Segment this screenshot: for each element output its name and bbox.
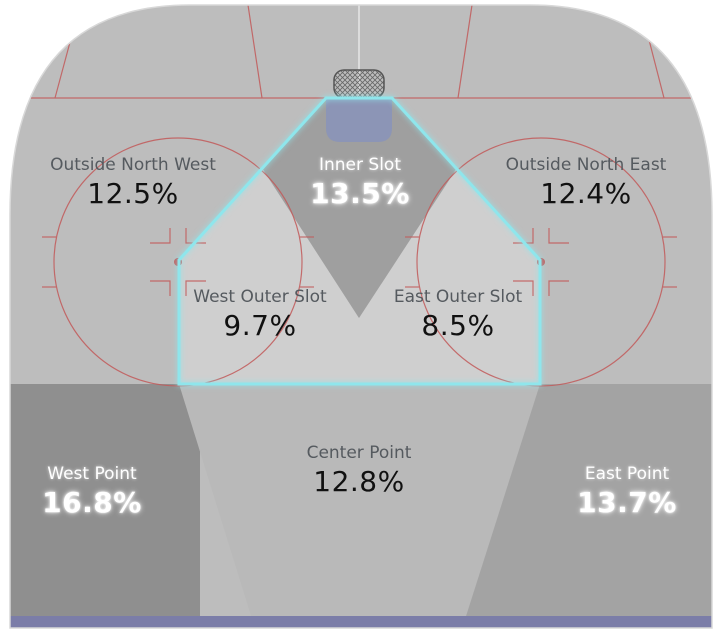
goal-net [333,69,385,99]
zone-value: 12.8% [313,465,405,498]
rink-border [9,4,713,629]
west-point-zone [10,384,200,628]
inner-slot-zone [262,98,457,318]
zone-value: 8.5% [421,309,495,342]
zone-east-point: East Point 13.7% [577,466,677,517]
east-outer-slot-zone [359,168,540,384]
zone-east-outer-slot: East Outer Slot 8.5% [394,289,522,340]
zone-inner-slot: Inner Slot 13.5% [310,157,410,208]
zone-outside-north-east: Outside North East 12.4% [506,157,667,208]
center-point-zone [179,384,540,628]
slot-outline [177,96,542,386]
zone-name: West Point [47,464,137,484]
zone-name: East Outer Slot [393,287,523,307]
east-point-zone [460,384,712,628]
zone-name: Center Point [306,443,412,463]
zone-name: Inner Slot [318,155,401,175]
zone-west-outer-slot: West Outer Slot 9.7% [193,289,326,340]
zone-west-point: West Point 16.8% [42,466,142,517]
zone-value: 12.5% [87,177,179,210]
bottom-bar [10,616,712,628]
goal-crease [326,99,392,142]
zone-name: East Point [584,464,670,484]
zone-value: 9.7% [223,309,297,342]
zone-value: 13.7% [577,486,677,519]
zone-name: West Outer Slot [193,287,327,307]
zone-value: 12.4% [540,177,632,210]
zone-name: Outside North West [50,155,216,175]
zone-outside-north-west: Outside North West 12.5% [50,157,216,208]
zone-value: 16.8% [42,486,142,519]
zone-name: Outside North East [505,155,667,175]
west-outer-slot-zone [179,168,359,384]
zone-center-point: Center Point 12.8% [307,445,412,496]
zone-value: 13.5% [310,177,410,210]
